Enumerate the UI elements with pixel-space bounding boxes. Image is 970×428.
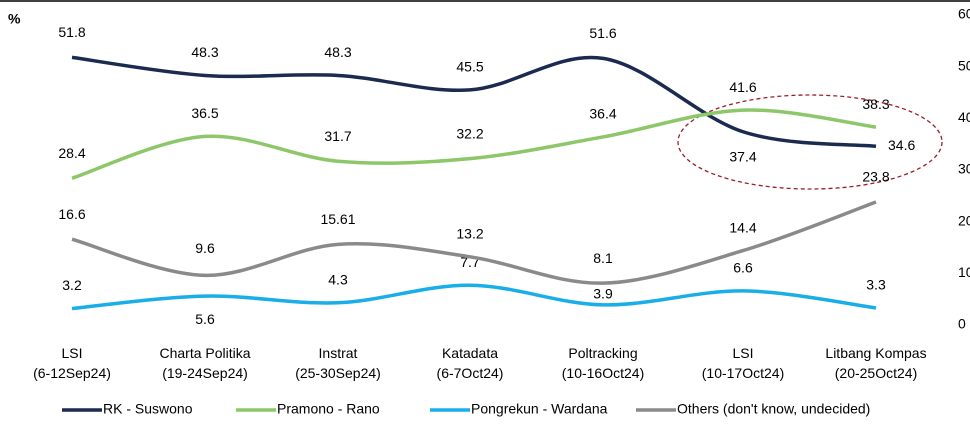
data-label: 31.7	[324, 128, 351, 144]
y-tick-label: 60	[958, 6, 970, 22]
data-label: 5.6	[195, 311, 215, 327]
x-tick-label: Instrat (25-30Sep24)	[295, 345, 381, 381]
series-line	[71, 200, 877, 285]
data-label: 48.3	[324, 44, 351, 60]
data-label: 13.2	[456, 226, 483, 242]
x-tick-label: Poltracking (10-16Oct24)	[561, 345, 645, 381]
data-label: 15.61	[320, 211, 355, 227]
data-label: 34.6	[888, 137, 915, 153]
series-line	[71, 283, 877, 311]
data-label: 23.8	[862, 169, 889, 185]
highlight-ellipse	[677, 94, 943, 190]
legend-label: Pongrekun - Wardana	[471, 401, 608, 417]
data-label: 37.4	[729, 148, 756, 164]
series-line	[71, 55, 877, 148]
data-label: 51.8	[58, 24, 85, 40]
data-label: 6.6	[733, 260, 753, 276]
data-label: 48.3	[191, 44, 218, 60]
data-label: 3.2	[62, 277, 82, 293]
y-axis-label: %	[8, 11, 21, 27]
data-label: 51.6	[589, 25, 616, 41]
legend-label: RK - Suswono	[103, 401, 193, 417]
data-label: 3.9	[593, 286, 613, 302]
y-tick-label: 30	[958, 161, 970, 177]
legend-label: Pramono - Rano	[277, 401, 380, 417]
x-tick-label: Katadata (6-7Oct24)	[436, 345, 504, 381]
data-label: 4.3	[328, 271, 348, 287]
data-label: 36.5	[191, 105, 218, 121]
data-label: 32.2	[456, 125, 483, 141]
data-label: 8.1	[593, 250, 613, 266]
y-tick-label: 20	[958, 212, 970, 228]
y-tick-label: 50	[958, 57, 970, 73]
legend-label: Others (don't know, undecided)	[677, 401, 870, 417]
x-tick-label: LSI (6-12Sep24)	[33, 345, 111, 381]
series-line	[71, 108, 877, 180]
data-label: 38.3	[862, 96, 889, 112]
data-label: 14.4	[729, 219, 756, 235]
x-tick-label: Charta Politika (19-24Sep24)	[159, 345, 251, 381]
data-label: 41.6	[729, 79, 756, 95]
data-label: 28.4	[58, 145, 85, 161]
x-tick-label: Litbang Kompas (20-25Oct24)	[825, 345, 927, 381]
y-tick-label: 40	[958, 109, 970, 125]
x-tick-label: LSI (10-17Oct24)	[701, 345, 785, 381]
data-label: 45.5	[456, 59, 483, 75]
y-tick-label: 10	[958, 264, 970, 280]
data-label: 36.4	[589, 106, 616, 122]
data-label: 16.6	[58, 206, 85, 222]
data-label: 3.3	[866, 277, 886, 293]
y-tick-label: 0	[958, 316, 966, 332]
data-label: 9.6	[195, 240, 215, 256]
